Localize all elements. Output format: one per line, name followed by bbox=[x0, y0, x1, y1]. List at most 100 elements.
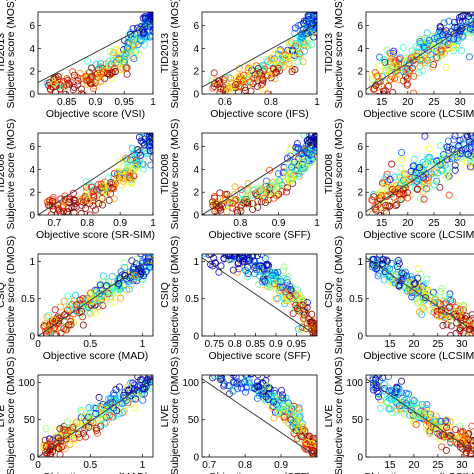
scatter-point bbox=[44, 454, 52, 457]
scatter-point bbox=[295, 172, 303, 180]
scatter-point bbox=[226, 382, 234, 390]
y-tick-label: 100 bbox=[182, 378, 199, 389]
scatter-point bbox=[236, 254, 241, 255]
x-axis-label: Objective score (LCSIM3) bbox=[363, 471, 474, 474]
scatter-point bbox=[259, 75, 267, 83]
y-tick-label: 4 bbox=[193, 165, 199, 176]
scatter-point bbox=[151, 12, 153, 13]
scatter-point bbox=[311, 342, 317, 348]
scatter-point bbox=[79, 91, 87, 94]
scatter-point bbox=[463, 158, 471, 166]
scatter-point bbox=[150, 109, 156, 115]
y-tick-label: 0.5 bbox=[185, 294, 199, 305]
scatter-point bbox=[253, 254, 262, 260]
scatter-point bbox=[110, 49, 118, 57]
scatter-point bbox=[413, 185, 421, 193]
scatter-point bbox=[414, 299, 422, 307]
scatter-point bbox=[84, 73, 92, 81]
scatter-point bbox=[260, 395, 268, 403]
scatter-point bbox=[386, 265, 394, 273]
x-tick-label: 20 bbox=[402, 218, 414, 229]
scatter-point bbox=[246, 78, 254, 86]
scatter-point bbox=[137, 151, 145, 159]
fit-line bbox=[202, 22, 317, 88]
scatter-point bbox=[310, 5, 316, 11]
scatter-point bbox=[313, 120, 319, 126]
scatter-point bbox=[392, 96, 398, 102]
scatter-point bbox=[112, 386, 120, 394]
scatter-point bbox=[49, 83, 57, 91]
scatter-point bbox=[236, 243, 242, 249]
scatter-point bbox=[261, 198, 270, 207]
scatter-point bbox=[228, 254, 236, 259]
scatter-point bbox=[302, 440, 311, 448]
x-tick-label: 1 bbox=[140, 460, 146, 471]
scatter-point bbox=[240, 99, 246, 105]
scatter-point bbox=[144, 254, 152, 257]
scatter-point bbox=[262, 397, 270, 405]
scatter-point bbox=[306, 4, 312, 10]
scatter-point bbox=[60, 207, 68, 215]
scatter-point bbox=[61, 445, 69, 453]
y-tick-label: 0 bbox=[193, 211, 199, 222]
scatter-point bbox=[416, 37, 424, 46]
scatter-point bbox=[388, 190, 396, 198]
scatter-point bbox=[89, 202, 97, 210]
scatter-point bbox=[50, 79, 59, 88]
scatter-point bbox=[253, 382, 261, 390]
scatter-point bbox=[464, 146, 472, 154]
scatter-point bbox=[456, 422, 464, 430]
scatter-point bbox=[104, 60, 112, 68]
scatter-point bbox=[107, 287, 115, 296]
x-tick-label: 0.85 bbox=[57, 97, 77, 108]
scatter-point bbox=[115, 284, 123, 292]
database-label: TID2008 bbox=[159, 154, 171, 194]
scatter-point bbox=[295, 291, 303, 299]
scatter-point bbox=[146, 33, 153, 41]
scatter-point bbox=[233, 268, 241, 276]
scatter-point bbox=[44, 456, 47, 457]
scatter-point bbox=[134, 265, 143, 273]
scatter-point bbox=[254, 375, 262, 379]
scatter-point bbox=[371, 203, 379, 211]
scatter-point bbox=[421, 293, 429, 302]
x-axis-label: Objective score (LCSIM3) bbox=[363, 350, 474, 362]
scatter-point bbox=[471, 139, 474, 147]
scatter-point bbox=[126, 174, 134, 182]
scatter-point bbox=[87, 301, 95, 309]
scatter-point bbox=[268, 54, 276, 62]
scatter-point bbox=[466, 138, 474, 146]
scatter-point bbox=[397, 180, 406, 188]
scatter-point bbox=[148, 5, 154, 11]
scatter-point bbox=[424, 408, 432, 416]
scatter-point bbox=[253, 394, 262, 402]
scatter-point bbox=[80, 414, 89, 422]
scatter-point bbox=[386, 175, 394, 184]
y-tick-label: 6 bbox=[357, 21, 363, 32]
scatter-point bbox=[411, 279, 419, 287]
scatter-point bbox=[409, 413, 417, 421]
x-tick-label: 20 bbox=[402, 97, 414, 108]
scatter-point bbox=[436, 52, 445, 60]
scatter-point bbox=[463, 445, 471, 453]
scatter-point bbox=[225, 86, 234, 94]
scatter-point bbox=[266, 283, 274, 291]
scatter-point bbox=[426, 429, 434, 437]
scatter-point bbox=[71, 197, 79, 205]
scatter-point bbox=[278, 188, 286, 196]
y-tick-label: 2 bbox=[193, 188, 199, 199]
scatter-point bbox=[224, 73, 233, 82]
scatter-point bbox=[269, 64, 277, 72]
scatter-point bbox=[402, 389, 410, 397]
scatter-point bbox=[468, 422, 474, 430]
scatter-point bbox=[459, 135, 467, 143]
scatter-point bbox=[128, 178, 136, 186]
x-tick-label: 30 bbox=[456, 460, 468, 471]
y-tick-label: 2 bbox=[357, 188, 363, 199]
scatter-point bbox=[245, 377, 253, 385]
scatter-point bbox=[234, 378, 242, 386]
y-tick-label: 0.5 bbox=[349, 294, 363, 305]
scatter-point bbox=[57, 437, 65, 445]
axes-frame bbox=[365, 11, 474, 95]
x-axis-label: Objective score (SFF) bbox=[208, 350, 310, 362]
